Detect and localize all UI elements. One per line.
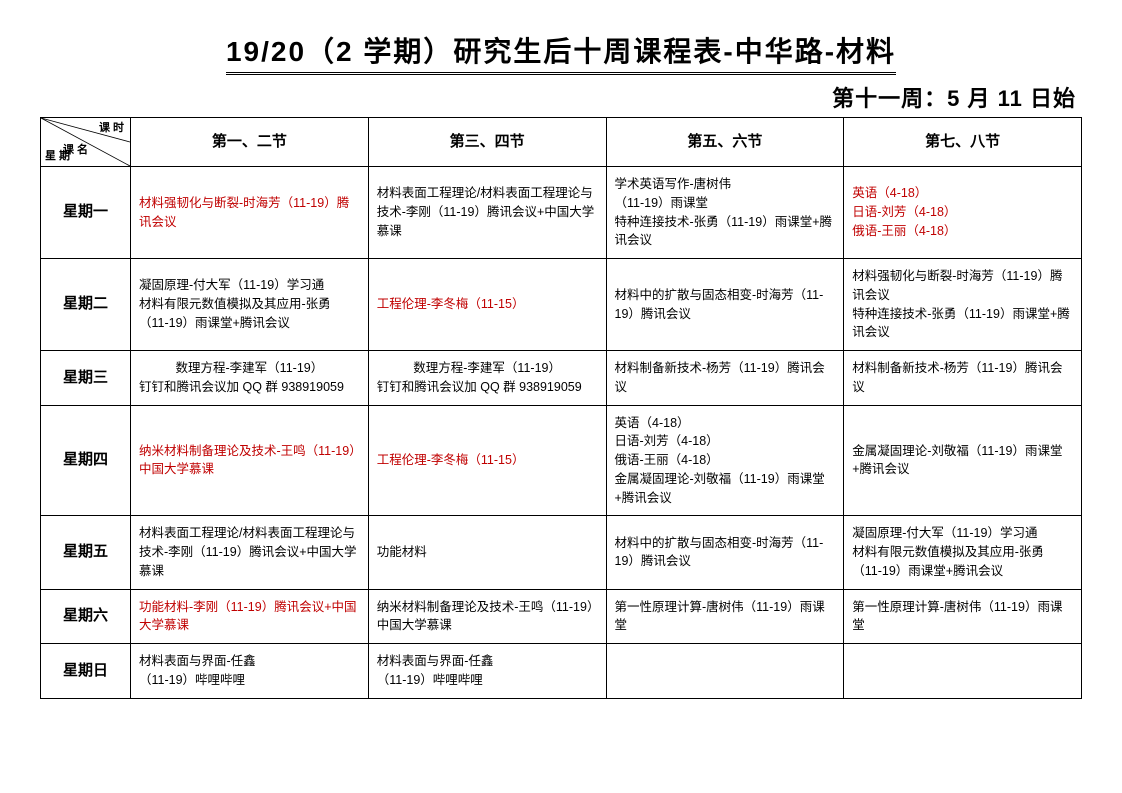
row-thu: 星期四 纳米材料制备理论及技术-王鸣（11-19）中国大学慕课 工程伦理-李冬梅… <box>41 405 1082 516</box>
cell-wed-2: 数理方程-李建军（11-19） 钉钉和腾讯会议加 QQ 群 938919059 <box>368 351 606 406</box>
cell-sun-4 <box>844 644 1082 699</box>
day-tue: 星期二 <box>41 259 131 351</box>
row-mon: 星期一 材料强韧化与断裂-时海芳（11-19）腾讯会议 材料表面工程理论/材料表… <box>41 167 1082 259</box>
row-sat: 星期六 功能材料-李刚（11-19）腾讯会议+中国大学慕课 纳米材料制备理论及技… <box>41 589 1082 644</box>
cell-mon-1: 材料强韧化与断裂-时海芳（11-19）腾讯会议 <box>131 167 369 259</box>
cell-sat-1: 功能材料-李刚（11-19）腾讯会议+中国大学慕课 <box>131 589 369 644</box>
cell-thu-3: 英语（4-18）日语-刘芳（4-18）俄语-王丽（4-18）金属凝固理论-刘敬福… <box>606 405 844 516</box>
header-row: 课 时 课 名 星 期 第一、二节 第三、四节 第五、六节 第七、八节 <box>41 118 1082 167</box>
subtitle-week: 第十一周：5 月 11 日始 <box>40 81 1082 113</box>
cell-sun-3 <box>606 644 844 699</box>
cell-thu-1: 纳米材料制备理论及技术-王鸣（11-19）中国大学慕课 <box>131 405 369 516</box>
cell-fri-4: 凝固原理-付大军（11-19）学习通材料有限元数值模拟及其应用-张勇（11-19… <box>844 516 1082 589</box>
page-title: 19/20（2 学期）研究生后十周课程表-中华路-材料 <box>226 30 896 75</box>
cell-sat-4: 第一性原理计算-唐树伟（11-19）雨课堂 <box>844 589 1082 644</box>
day-thu: 星期四 <box>41 405 131 516</box>
day-wed: 星期三 <box>41 351 131 406</box>
corner-cell: 课 时 课 名 星 期 <box>41 118 131 167</box>
cell-thu-4: 金属凝固理论-刘敬福（11-19）雨课堂+腾讯会议 <box>844 405 1082 516</box>
cell-tue-3: 材料中的扩散与固态相变-时海芳（11-19）腾讯会议 <box>606 259 844 351</box>
day-fri: 星期五 <box>41 516 131 589</box>
row-sun: 星期日 材料表面与界面-任鑫（11-19）哔哩哔哩 材料表面与界面-任鑫（11-… <box>41 644 1082 699</box>
schedule-table: 课 时 课 名 星 期 第一、二节 第三、四节 第五、六节 第七、八节 星期一 … <box>40 117 1082 699</box>
day-sat: 星期六 <box>41 589 131 644</box>
cell-sun-2: 材料表面与界面-任鑫（11-19）哔哩哔哩 <box>368 644 606 699</box>
cell-tue-4: 材料强韧化与断裂-时海芳（11-19）腾讯会议特种连接技术-张勇（11-19）雨… <box>844 259 1082 351</box>
cell-sun-1: 材料表面与界面-任鑫（11-19）哔哩哔哩 <box>131 644 369 699</box>
cell-wed-1: 数理方程-李建军（11-19） 钉钉和腾讯会议加 QQ 群 938919059 <box>131 351 369 406</box>
day-mon: 星期一 <box>41 167 131 259</box>
diag-bot: 星 期 <box>45 148 70 165</box>
diag-top: 课 时 <box>99 120 124 137</box>
cell-mon-2: 材料表面工程理论/材料表面工程理论与技术-李刚（11-19）腾讯会议+中国大学慕… <box>368 167 606 259</box>
cell-sat-2: 纳米材料制备理论及技术-王鸣（11-19）中国大学慕课 <box>368 589 606 644</box>
col-header-1: 第一、二节 <box>131 118 369 167</box>
cell-mon-4: 英语（4-18） 日语-刘芳（4-18） 俄语-王丽（4-18） <box>844 167 1082 259</box>
col-header-3: 第五、六节 <box>606 118 844 167</box>
cell-fri-1: 材料表面工程理论/材料表面工程理论与技术-李刚（11-19）腾讯会议+中国大学慕… <box>131 516 369 589</box>
day-sun: 星期日 <box>41 644 131 699</box>
cell-tue-2: 工程伦理-李冬梅（11-15） <box>368 259 606 351</box>
cell-sat-3: 第一性原理计算-唐树伟（11-19）雨课堂 <box>606 589 844 644</box>
cell-thu-2: 工程伦理-李冬梅（11-15） <box>368 405 606 516</box>
row-fri: 星期五 材料表面工程理论/材料表面工程理论与技术-李刚（11-19）腾讯会议+中… <box>41 516 1082 589</box>
col-header-4: 第七、八节 <box>844 118 1082 167</box>
row-wed: 星期三 数理方程-李建军（11-19） 钉钉和腾讯会议加 QQ 群 938919… <box>41 351 1082 406</box>
row-tue: 星期二 凝固原理-付大军（11-19）学习通材料有限元数值模拟及其应用-张勇（1… <box>41 259 1082 351</box>
cell-tue-1: 凝固原理-付大军（11-19）学习通材料有限元数值模拟及其应用-张勇（11-19… <box>131 259 369 351</box>
cell-wed-3: 材料制备新技术-杨芳（11-19）腾讯会议 <box>606 351 844 406</box>
cell-fri-2: 功能材料 <box>368 516 606 589</box>
cell-fri-3: 材料中的扩散与固态相变-时海芳（11-19）腾讯会议 <box>606 516 844 589</box>
col-header-2: 第三、四节 <box>368 118 606 167</box>
cell-wed-4: 材料制备新技术-杨芳（11-19）腾讯会议 <box>844 351 1082 406</box>
cell-mon-3: 学术英语写作-唐树伟（11-19）雨课堂特种连接技术-张勇（11-19）雨课堂+… <box>606 167 844 259</box>
